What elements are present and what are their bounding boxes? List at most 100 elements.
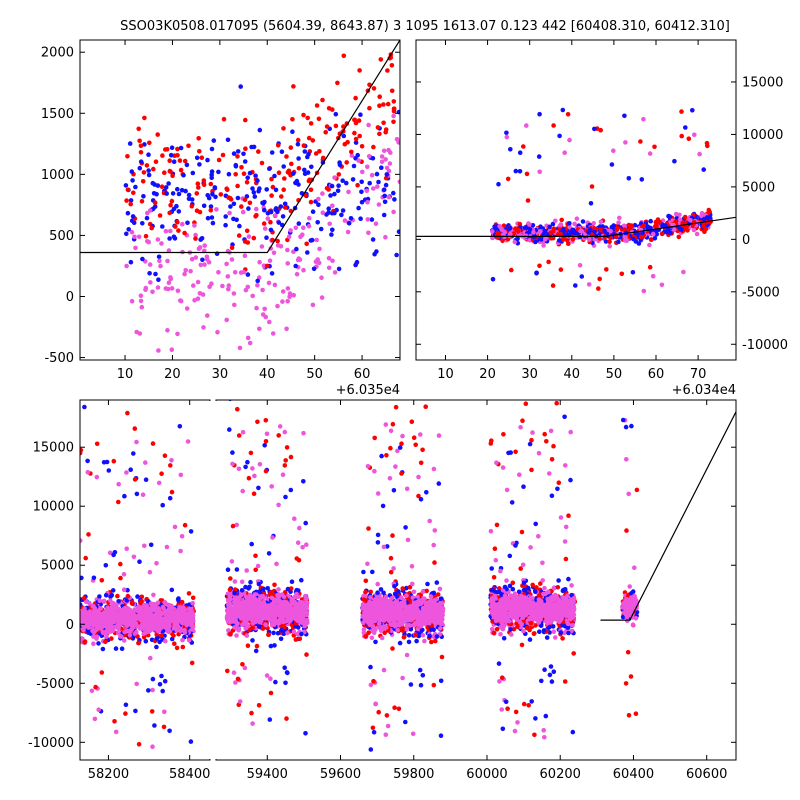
bottom-point [231, 670, 237, 675]
top-left-point [205, 313, 210, 318]
top-left-point [252, 194, 258, 199]
bottom-point [172, 622, 178, 628]
bottom-point [103, 639, 108, 645]
top-left-point [332, 210, 337, 216]
bottom-point [180, 637, 185, 643]
top-left-point [301, 225, 306, 230]
top-right-point [500, 238, 505, 244]
top-left-point [186, 192, 192, 198]
top-left-point [357, 68, 362, 73]
top-left-point [153, 271, 158, 277]
bottom-point [142, 543, 147, 549]
top-left-point [251, 235, 257, 241]
bottom-point [184, 617, 190, 623]
top-left-point [267, 258, 273, 264]
bottom-point [178, 548, 183, 554]
bottom-point [83, 555, 88, 561]
top-right-xtick-label: 60 [648, 367, 665, 382]
bottom-point [253, 553, 258, 559]
top-left-point [339, 212, 344, 218]
top-right-xtick-label: 10 [437, 367, 454, 382]
top-left-point [197, 162, 202, 167]
top-left-point [210, 220, 216, 226]
top-right-point [504, 130, 509, 136]
bottom-point [108, 617, 114, 623]
bottom-point [272, 643, 277, 648]
bottom-point [175, 616, 180, 622]
top-left-point [386, 194, 392, 200]
top-left-point [253, 206, 259, 212]
bottom-point [144, 626, 149, 631]
bottom-point [234, 522, 239, 528]
bottom-point [148, 617, 154, 623]
bottom-point [393, 464, 398, 469]
top-left-point [223, 214, 228, 219]
bottom-point [234, 603, 239, 609]
top-right-point [504, 134, 510, 140]
bottom-point [388, 445, 393, 451]
bottom-point [188, 619, 194, 624]
top-left-xtick-label: 60 [354, 367, 371, 382]
top-left-point [330, 203, 335, 209]
top-right-x-offset: +6.034e4 [672, 383, 736, 398]
top-left-point [140, 179, 146, 184]
bottom-point [116, 626, 121, 632]
bottom-point [263, 418, 269, 423]
bottom-point [375, 540, 381, 545]
bottom-point [188, 609, 194, 614]
top-left-point [243, 117, 248, 123]
top-left-point [285, 247, 290, 253]
top-left-point [302, 167, 307, 173]
bottom-point [283, 458, 289, 463]
top-left-point [345, 229, 351, 235]
bottom-point [414, 638, 419, 644]
bottom-point [116, 499, 121, 505]
top-left-point [370, 156, 376, 161]
top-left-point [366, 230, 371, 236]
top-left-point [231, 216, 236, 222]
top-left-point [235, 183, 240, 189]
top-left-point [326, 255, 332, 261]
bottom-point [134, 681, 139, 687]
bottom-point [303, 621, 309, 626]
top-left-point [163, 228, 169, 234]
bottom-point [391, 488, 397, 493]
top-right-point [537, 263, 542, 269]
bottom-point [115, 593, 120, 599]
top-left-point [242, 239, 248, 244]
bottom-point [243, 584, 248, 590]
top-right-point [604, 267, 609, 272]
bottom-point [301, 479, 306, 484]
bottom-point [378, 587, 384, 592]
top-left-point [201, 325, 206, 330]
top-right-xtick-label: 30 [521, 367, 538, 382]
bottom-point [381, 667, 387, 673]
top-right-point [692, 132, 697, 138]
top-left-point [186, 196, 192, 201]
top-right-point [609, 224, 615, 230]
top-right-point [617, 215, 622, 221]
top-right-point [654, 232, 659, 237]
bottom-point [288, 487, 294, 493]
top-right-point [515, 236, 520, 242]
top-left-point [189, 256, 195, 262]
bottom-point [296, 611, 301, 616]
top-left-point [396, 140, 400, 145]
top-left-point [175, 186, 180, 192]
top-right-point [683, 125, 688, 130]
top-left-frame [79, 39, 401, 361]
top-left-point [385, 68, 390, 73]
bottom-point [392, 705, 397, 710]
top-right-point [623, 140, 628, 145]
bottom-point [186, 638, 192, 643]
top-right-point [622, 234, 627, 239]
top-left-point [129, 169, 135, 174]
top-right-point [560, 107, 566, 113]
bottom-point [297, 636, 303, 642]
bottom-point [262, 603, 267, 608]
bottom-point [245, 459, 250, 465]
top-left-point [359, 144, 365, 149]
bottom-point [436, 433, 442, 438]
bottom-point [91, 634, 96, 639]
bottom-point [287, 604, 292, 609]
